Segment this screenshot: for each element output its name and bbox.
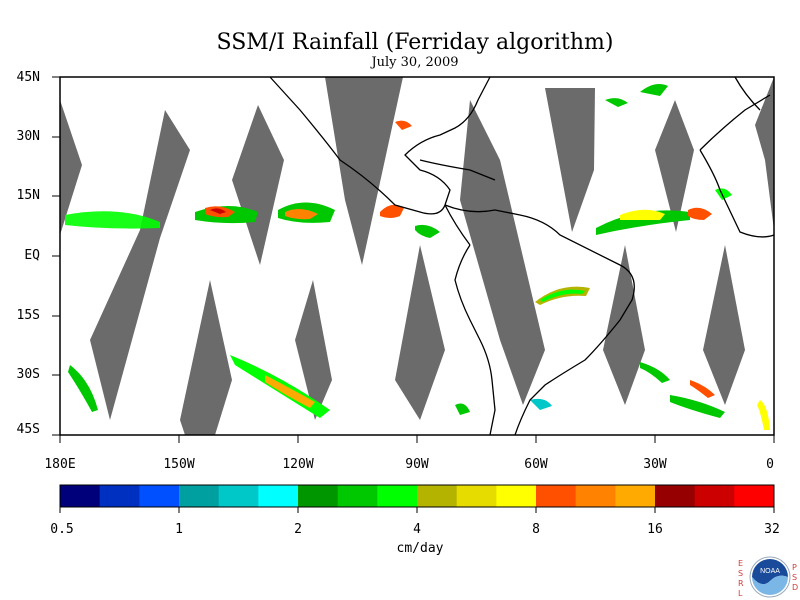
colorbar-segment xyxy=(536,485,577,507)
colorbar-label-0-5: 0.5 xyxy=(50,522,74,537)
colorbar-segment xyxy=(734,485,775,507)
map-title: SSM/I Rainfall (Ferriday algorithm) xyxy=(216,30,614,55)
lon-label-150w: 150W xyxy=(163,457,195,472)
lat-label-eq: EQ xyxy=(24,248,40,263)
colorbar-label-32: 32 xyxy=(764,522,780,537)
lon-label-60w: 60W xyxy=(524,457,548,472)
lon-label-90w: 90W xyxy=(405,457,429,472)
colorbar-segment xyxy=(218,485,259,507)
colorbar-label-4: 4 xyxy=(413,522,421,537)
svg-text:NOAA: NOAA xyxy=(760,568,780,575)
coastlines xyxy=(269,76,775,436)
colorbar-segment xyxy=(139,485,180,507)
axis-ticks xyxy=(52,76,775,443)
colorbar-segment xyxy=(377,485,418,507)
colorbar-segment xyxy=(417,485,458,507)
colorbar-segment xyxy=(496,485,537,507)
swath-gaps xyxy=(60,77,774,435)
lat-label-15n: 15N xyxy=(16,188,40,203)
colorbar-label-8: 8 xyxy=(532,522,540,537)
map-date: July 30, 2009 xyxy=(371,55,459,70)
colorbar xyxy=(59,484,775,513)
colorbar-segment xyxy=(60,485,101,507)
lon-label-180e: 180E xyxy=(44,457,76,472)
lat-label-15s: 15S xyxy=(16,308,40,323)
colorbar-segment xyxy=(179,485,220,507)
rainfall-bands xyxy=(65,84,770,430)
lon-label-30w: 30W xyxy=(643,457,667,472)
lon-label-0: 0 xyxy=(766,457,774,472)
colorbar-segment xyxy=(615,485,656,507)
colorbar-label-1: 1 xyxy=(175,522,183,537)
lat-label-30s: 30S xyxy=(16,367,40,382)
lon-label-120w: 120W xyxy=(282,457,314,472)
lat-label-30n: 30N xyxy=(16,129,40,144)
colorbar-segment xyxy=(258,485,299,507)
noaa-emblem-icon: NOAA xyxy=(749,556,791,598)
lat-label-45n: 45N xyxy=(16,70,40,85)
colorbar-segment xyxy=(337,485,378,507)
colorbar-label-16: 16 xyxy=(647,522,663,537)
colorbar-segment xyxy=(99,485,140,507)
colorbar-label-2: 2 xyxy=(294,522,302,537)
colorbar-segment xyxy=(575,485,616,507)
lat-label-45s: 45S xyxy=(16,422,40,437)
colorbar-segment xyxy=(655,485,696,507)
colorbar-segment xyxy=(298,485,339,507)
colorbar-units: cm/day xyxy=(396,541,444,556)
colorbar-segment xyxy=(456,485,497,507)
colorbar-segment xyxy=(694,485,735,507)
